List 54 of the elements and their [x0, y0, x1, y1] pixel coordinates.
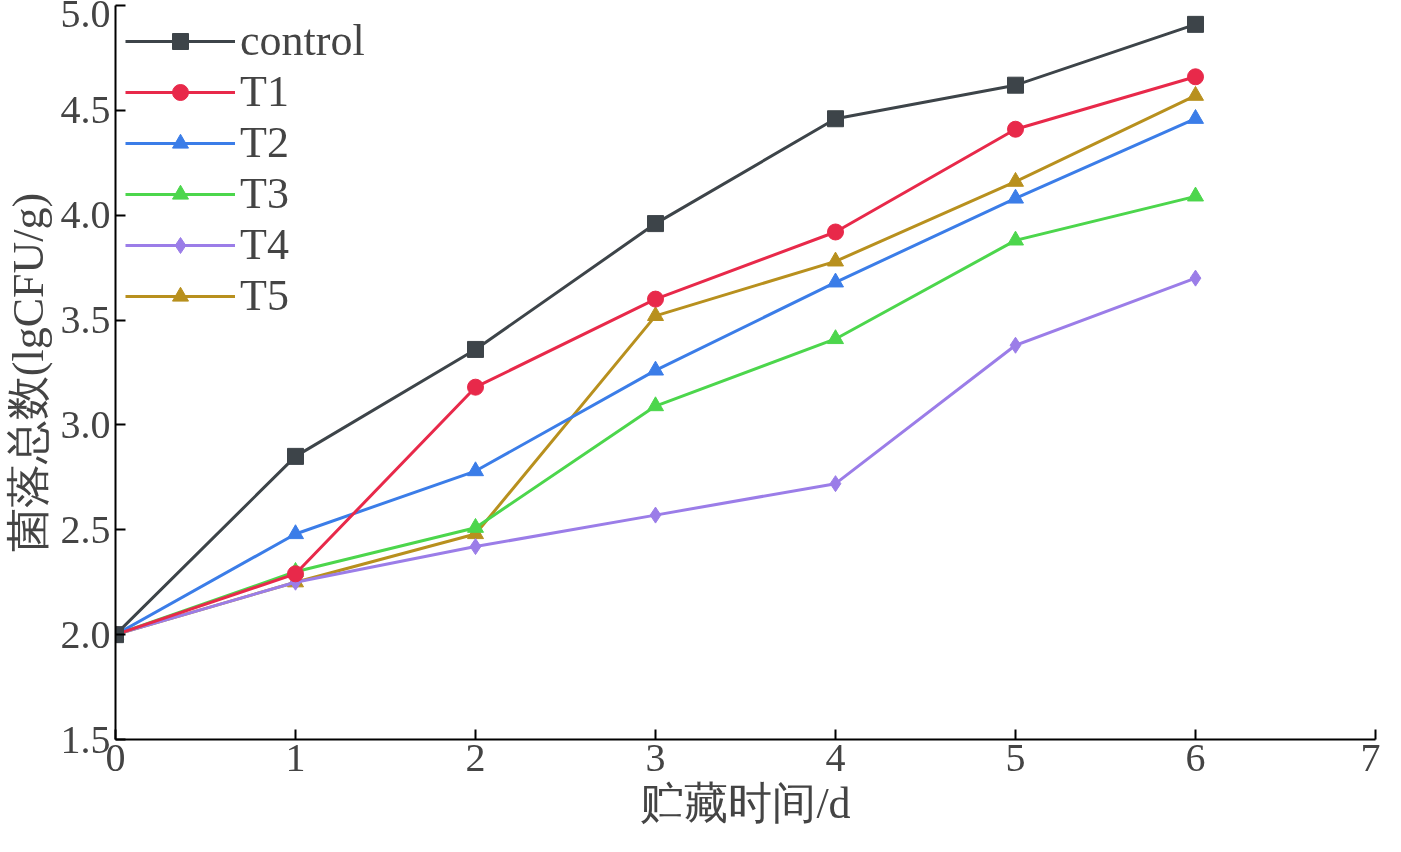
point: [1187, 68, 1204, 86]
point: [827, 329, 844, 345]
point: [469, 538, 482, 556]
x-tick-label: 6: [1185, 734, 1206, 780]
point: [647, 396, 664, 412]
y-axis-title: 菌落总数(lgCFU/g): [3, 192, 53, 553]
point: [827, 251, 844, 267]
point: [1187, 109, 1204, 124]
point: [829, 475, 842, 493]
x-axis-title: 贮藏时间/d: [640, 778, 851, 828]
legend-label: T3: [240, 168, 289, 219]
point: [1187, 15, 1204, 33]
legend-label: T1: [240, 66, 289, 117]
legend-label: T2: [240, 117, 289, 168]
y-tick-label: 4.5: [60, 87, 111, 133]
x-tick-label: 7: [1360, 734, 1381, 780]
point: [1007, 230, 1024, 246]
point: [1187, 186, 1204, 202]
y-tick-label: 3.0: [60, 401, 111, 447]
point: [1007, 76, 1024, 94]
x-tick-label: 2: [465, 734, 486, 780]
point: [647, 290, 664, 308]
point: [467, 517, 484, 533]
point: [1007, 120, 1024, 138]
x-tick-label: 4: [825, 734, 846, 780]
point: [647, 360, 664, 376]
point: [647, 306, 664, 321]
point: [827, 272, 844, 288]
point: [649, 506, 662, 524]
point: [1009, 336, 1022, 354]
point: [827, 223, 844, 241]
point: [287, 447, 304, 465]
legend-label: control: [240, 15, 365, 66]
point: [287, 565, 304, 583]
y-tick-label: 2.5: [60, 506, 111, 552]
legend-label: T5: [240, 270, 289, 321]
point: [1007, 171, 1024, 187]
y-tick-label: 4.0: [60, 192, 111, 238]
point: [467, 378, 484, 396]
y-tick-label: 2.0: [60, 611, 111, 657]
point: [827, 110, 844, 128]
x-tick-label: 5: [1005, 734, 1026, 780]
point: [647, 215, 664, 233]
point: [287, 524, 304, 540]
x-tick-label: 1: [285, 734, 306, 780]
y-tick-label: 3.5: [60, 297, 111, 343]
point: [1007, 188, 1024, 204]
legend-label: T4: [240, 219, 289, 270]
point: [467, 340, 484, 358]
point: [1189, 269, 1202, 287]
point: [467, 461, 484, 477]
x-tick-label: 3: [645, 734, 666, 780]
point: [1187, 85, 1204, 101]
y-tick-label: 5.0: [60, 0, 111, 36]
